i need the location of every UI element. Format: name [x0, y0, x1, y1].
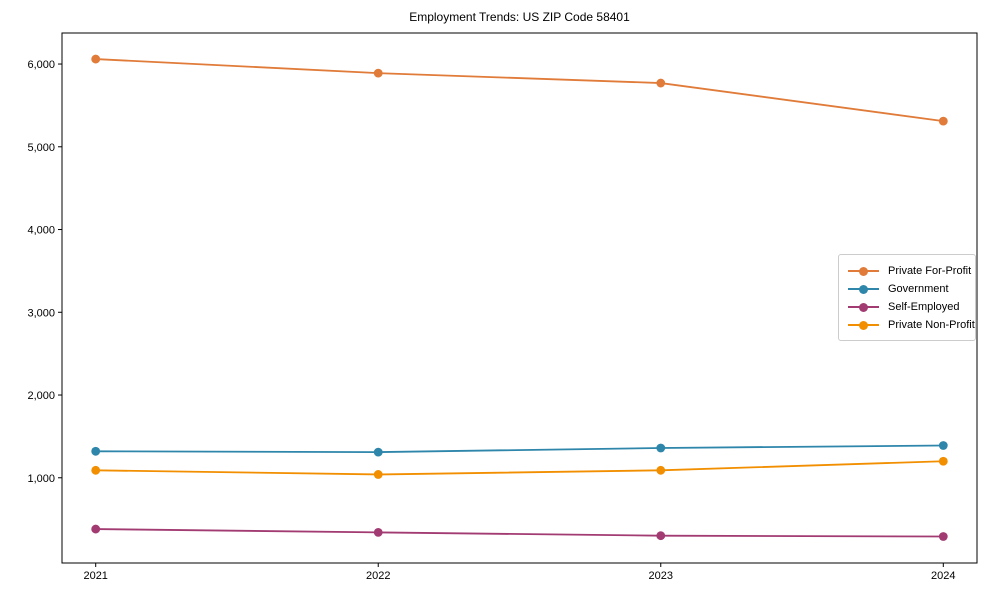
y-tick-label: 3,000 — [27, 307, 55, 319]
x-tick-label: 2022 — [366, 570, 390, 582]
x-tick-label: 2023 — [649, 570, 673, 582]
legend-marker-icon — [848, 284, 879, 294]
y-tick-label: 2,000 — [27, 390, 55, 402]
legend-item: Private Non-Profit — [848, 316, 975, 334]
plot-border — [61, 32, 978, 564]
data-point — [938, 116, 948, 126]
data-point — [91, 524, 101, 534]
legend-label: Government — [888, 283, 949, 295]
data-point — [938, 456, 948, 466]
series-line-private-non-profit — [94, 460, 945, 476]
legend-marker-icon — [848, 320, 879, 330]
legend-label: Private For-Profit — [888, 265, 972, 277]
legend-marker-icon — [848, 266, 879, 276]
data-point — [373, 447, 383, 457]
y-tick-label: 1,000 — [27, 473, 55, 485]
series-line-government — [94, 444, 945, 454]
series-line-self-employed — [94, 528, 945, 538]
data-point — [938, 441, 948, 450]
series-line-private-for-profit — [94, 58, 945, 123]
data-point — [656, 78, 666, 88]
x-tick-label: 2021 — [83, 570, 107, 582]
y-tick-label: 4,000 — [27, 225, 55, 237]
legend: Private For-Profit Government Self-Employe… — [838, 254, 976, 341]
data-point — [373, 527, 383, 537]
y-tick-label: 5,000 — [27, 142, 55, 154]
chart-title: Employment Trends: US ZIP Code 58401 — [409, 10, 630, 24]
legend-label: Self-Employed — [888, 301, 960, 313]
data-point — [91, 465, 101, 475]
y-tick-label: 6,000 — [27, 59, 55, 71]
legend-item: Self-Employed — [848, 298, 967, 316]
data-point — [656, 465, 666, 475]
data-point — [91, 54, 101, 64]
data-point — [656, 531, 666, 541]
data-point — [656, 443, 666, 453]
legend-label: Private Non-Profit — [888, 319, 975, 331]
legend-item: Government — [848, 280, 967, 298]
data-point — [373, 470, 383, 479]
data-point — [938, 532, 948, 541]
legend-marker-icon — [848, 302, 879, 312]
data-point — [91, 446, 101, 456]
x-tick-label: 2024 — [931, 570, 955, 582]
data-point — [373, 68, 383, 78]
legend-item: Private For-Profit — [848, 262, 971, 280]
